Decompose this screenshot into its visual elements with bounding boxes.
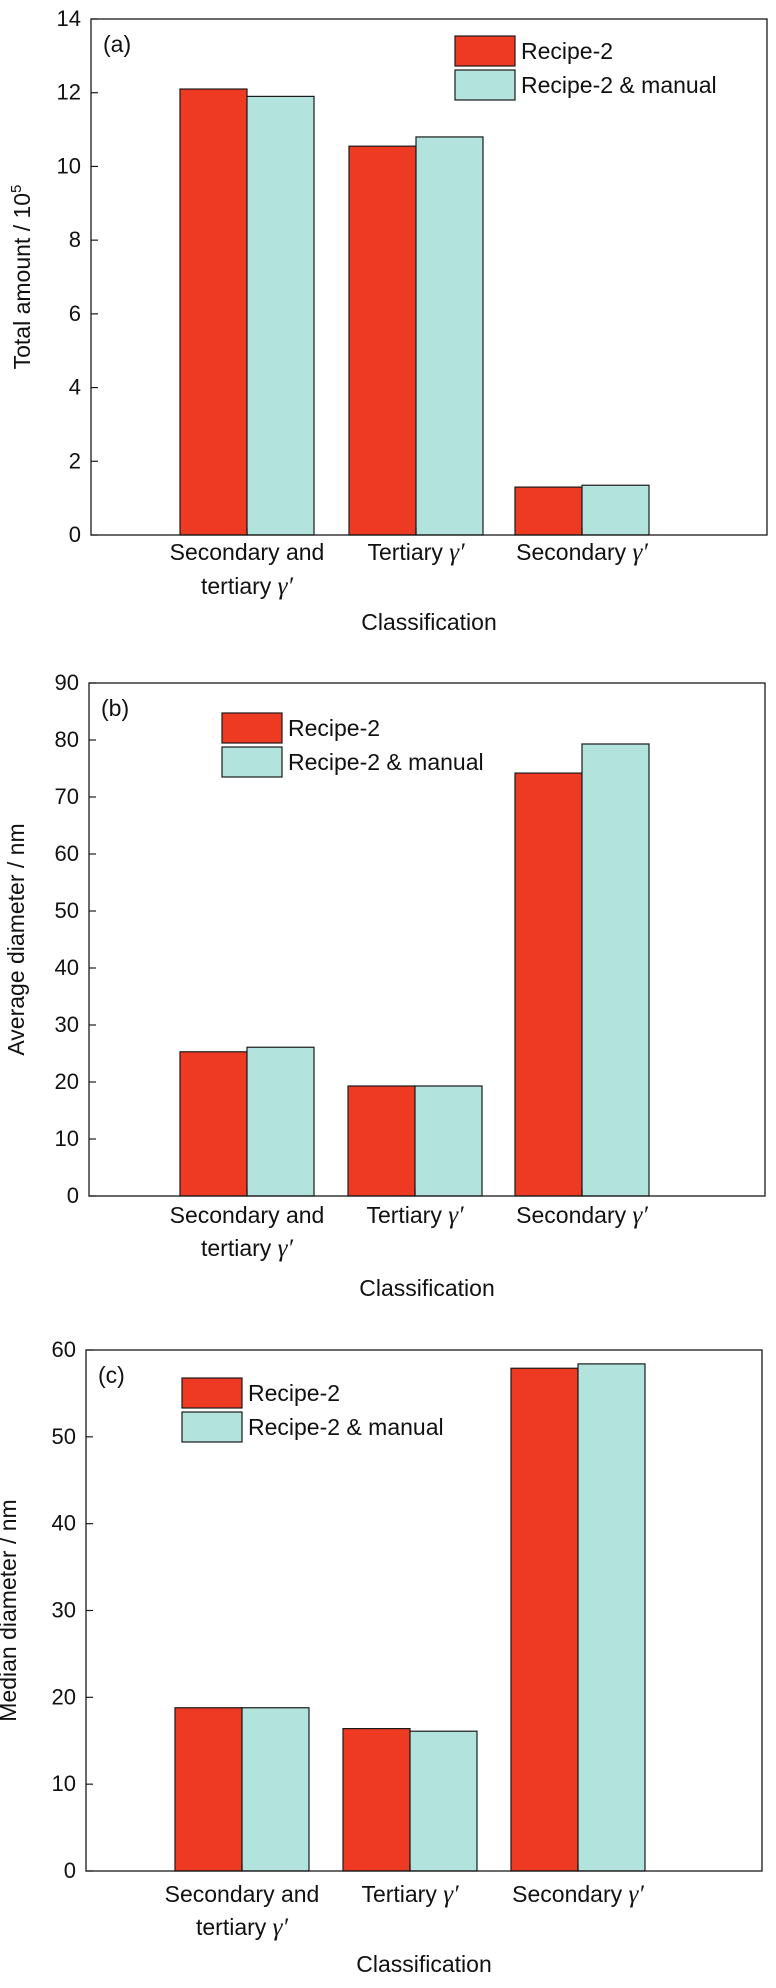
bar-recipe-2-1 [174,1707,243,1872]
chart-panel-c: 0 10 20 30 40 50 60 Secondary and tertiary γ′ Ter… [0,1337,763,1977]
x-axis-label: Classification [361,609,497,635]
y-tick-label: 90 [55,670,79,695]
y-tick-label: 8 [69,227,81,252]
plot-frame [90,18,768,536]
x-tick-label: Secondary γ′ [512,1881,644,1908]
legend: Recipe-2 Recipe-2 & manual [221,712,484,778]
bar-recipe-2-2 [348,145,417,536]
y-tick-label: 40 [52,1511,76,1536]
legend-swatch [454,69,516,101]
y-tick-label: 40 [55,955,79,980]
legend-swatch [181,1377,243,1409]
x-axis-label: Classification [359,1275,495,1301]
x-tick-label: tertiary γ′ [196,1914,289,1941]
y-tick-label: 0 [64,1858,76,1883]
y-tick-label: 20 [55,1069,79,1094]
bar-recipe-2-2 [342,1727,411,1872]
legend-label: Recipe-2 & manual [288,749,484,775]
chart-panel-a: 0 2 4 6 8 10 12 14 Secondary and tertiary γ′ Terti… [8,6,768,635]
y-tick-label: 30 [52,1598,76,1623]
bar-recipe-2-1 [179,1051,248,1197]
bar-recipe-2-3 [514,772,583,1197]
y-tick-label: 10 [57,153,81,178]
legend: Recipe-2 Recipe-2 & manual [181,1377,444,1443]
x-tick-label: Tertiary γ′ [361,1881,459,1908]
y-tick-label: 30 [55,1012,79,1037]
x-axis-label: Classification [356,1951,492,1977]
bar-recipe-2-3 [514,486,583,536]
y-tick-label: 10 [55,1126,79,1151]
y-tick-label: 4 [69,375,81,400]
x-tick-label: Secondary γ′ [516,539,648,566]
panel-label: (b) [101,695,129,721]
legend-label: Recipe-2 [288,715,380,741]
bar-recipe-2-1 [179,88,248,536]
x-tick-label: Tertiary γ′ [367,539,465,566]
x-tick-label: tertiary γ′ [201,1235,294,1262]
bar-recipe-2-manual-3 [581,743,650,1197]
x-tick-label: Secondary γ′ [516,1202,648,1229]
x-tick-label: Secondary and [170,1202,325,1228]
y-tick-label: 10 [52,1771,76,1796]
y-tick-label: 0 [69,522,81,547]
y-tick-label: 50 [55,898,79,923]
bar-recipe-2-manual-1 [241,1707,310,1872]
plot-frame [88,682,766,1197]
y-tick-label: 60 [52,1337,76,1362]
bar-recipe-2-manual-2 [414,1085,483,1197]
y-tick-label: 0 [67,1183,79,1208]
legend-swatch [221,712,283,744]
legend-swatch [181,1411,243,1443]
x-tick-label: Secondary and [165,1881,320,1907]
bar-recipe-2-manual-3 [577,1363,646,1872]
bar-recipe-2-manual-1 [246,1046,315,1197]
legend-swatch [454,35,516,67]
y-axis-label: Median diameter / nm [0,1499,21,1721]
bar-recipe-2-manual-3 [581,484,650,536]
y-axis-label: Average diameter / nm [3,823,29,1055]
chart-panel-b: 0 10 20 30 40 50 60 70 80 90 Secondary and tertiary… [3,670,766,1301]
x-tick-label: Secondary and [170,539,325,565]
bar-recipe-2-2 [347,1085,416,1197]
y-tick-label: 2 [69,448,81,473]
legend-label: Recipe-2 [521,38,613,64]
bar-recipe-2-manual-1 [246,95,315,536]
y-tick-label: 20 [52,1684,76,1709]
panel-label: (a) [103,31,131,57]
legend-swatch [221,746,283,778]
legend-label: Recipe-2 [248,1380,340,1406]
y-tick-label: 6 [69,301,81,326]
y-tick-label: 14 [57,6,81,31]
legend: Recipe-2 Recipe-2 & manual [454,35,717,101]
y-tick-label: 50 [52,1424,76,1449]
x-tick-label: tertiary γ′ [201,573,294,600]
legend-label: Recipe-2 & manual [521,72,717,98]
bar-recipe-2-3 [510,1367,579,1872]
y-tick-label: 60 [55,841,79,866]
panel-label: (c) [98,1362,125,1388]
y-tick-label: 12 [57,80,81,105]
bar-recipe-2-manual-2 [409,1730,478,1872]
y-axis-label: Total amount / 105 [8,185,35,370]
y-tick-label: 70 [55,784,79,809]
x-tick-label: Tertiary γ′ [366,1202,464,1229]
y-tick-label: 80 [55,727,79,752]
legend-label: Recipe-2 & manual [248,1414,444,1440]
bar-recipe-2-manual-2 [415,136,484,536]
